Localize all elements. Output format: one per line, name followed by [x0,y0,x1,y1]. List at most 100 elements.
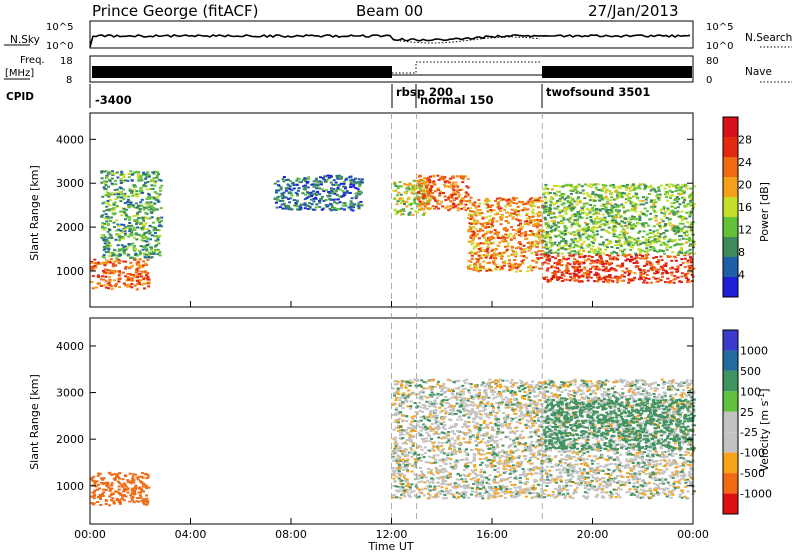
echo-cell [284,207,288,210]
echo-cell [639,276,643,279]
echo-cell [666,240,670,243]
echo-cell [351,204,355,207]
echo-cell [150,184,154,187]
echo-cell [108,254,112,257]
echo-cell [652,247,656,250]
echo-cell [429,195,433,198]
echo-cell [111,253,115,255]
echo-cell [104,180,108,183]
echo-cell [624,185,628,188]
echo-cell [413,184,417,187]
echo-cell [658,225,662,228]
echo-cell [289,197,293,200]
echo-cell [475,242,479,245]
echo-cell [455,184,459,187]
echo-cell [485,249,489,252]
echo-cell [615,241,618,243]
echo-cell [549,198,553,201]
echo-cell [502,236,506,239]
echo-cell [452,191,456,194]
echo-cell [503,262,507,264]
echo-cell [628,260,632,263]
echo-cell [296,189,300,192]
echo-cell [686,203,690,206]
echo-cell [314,196,318,199]
echo-cell [124,260,128,263]
echo-cell [142,208,146,211]
echo-cell [551,211,554,214]
echo-cell [350,202,354,205]
echo-cell [629,255,633,258]
echo-cell [486,262,490,264]
echo-cell [122,223,126,226]
echo-cell [444,199,448,202]
echo-cell [670,210,674,213]
echo-cell [404,183,408,186]
echo-cell [121,485,125,488]
echo-cell [118,239,122,242]
echo-cell [157,200,161,203]
echo-cell [443,185,447,188]
echo-cell [467,259,471,262]
echo-cell [681,237,685,240]
echo-cell [685,211,689,214]
echo-cell [554,194,558,197]
echo-cell [448,409,452,412]
echo-cell [613,452,617,455]
echo-cell [485,201,489,204]
echo-cell [655,229,659,232]
echo-cell [681,422,685,425]
echo-cell [138,279,142,282]
echo-cell [645,274,649,276]
echo-cell [573,258,577,261]
echo-cell [464,191,468,194]
echo-cell [136,478,140,481]
echo-cell [489,219,493,221]
echo-cell [653,205,657,208]
echo-cell [505,230,508,233]
echo-cell [119,210,123,213]
echo-cell [686,272,690,275]
echo-cell [544,254,548,257]
echo-cell [520,260,524,263]
echo-cell [330,206,334,209]
echo-cell [287,197,291,200]
echo-cell [655,280,659,283]
echo-cell [684,273,688,276]
echo-cell [631,244,635,246]
echo-cell [473,252,477,255]
echo-cell [419,179,423,181]
echo-cell [670,202,674,205]
echo-cell [659,244,663,247]
echo-cell [105,481,108,484]
echo-cell [591,266,594,269]
echo-cell [677,189,681,192]
echo-cell [556,267,560,270]
echo-cell [112,221,116,224]
echo-cell [527,386,530,389]
echo-cell [486,221,490,224]
echo-cell [120,172,124,175]
echo-cell [283,204,287,207]
echo-cell [543,261,547,264]
echo-cell [288,207,292,210]
echo-cell [106,173,110,176]
echo-cell [670,382,674,385]
echo-cell [527,200,531,203]
echo-cell [486,236,490,239]
echo-cell [354,187,358,189]
echo-cell [501,238,505,241]
echo-cell [612,230,616,233]
echo-cell [645,196,649,199]
echo-cell [522,244,526,247]
echo-cell [93,493,96,496]
echo-cell [609,192,613,195]
echo-cell [312,180,316,183]
echo-cell [546,256,550,259]
echo-cell [556,254,560,257]
echo-cell [567,252,571,254]
echo-cell [670,205,674,208]
echo-cell [538,211,542,214]
echo-cell [583,266,587,269]
echo-cell [478,228,482,231]
